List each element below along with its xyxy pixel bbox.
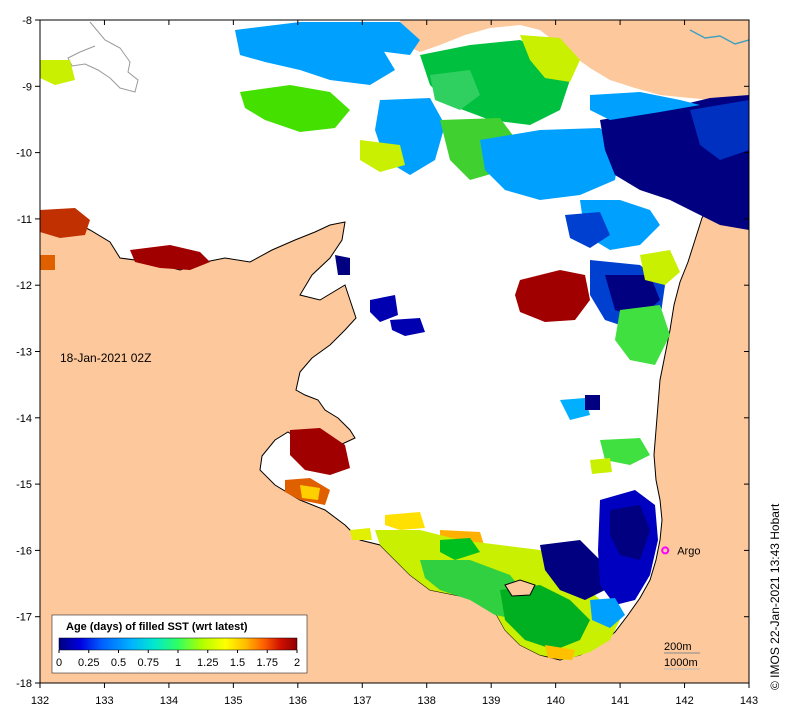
colorbar-tick-label: 0.25 bbox=[78, 657, 99, 669]
northern-territory-landmass bbox=[40, 150, 749, 683]
colorbar-tick-label: 1.75 bbox=[257, 657, 278, 669]
cape-york-landmass bbox=[400, 20, 749, 100]
x-tick-label: 143 bbox=[740, 695, 758, 707]
argo-float: Argo bbox=[661, 545, 700, 557]
y-tick-label: -9 bbox=[22, 81, 32, 93]
x-tick-label: 137 bbox=[353, 695, 371, 707]
argo-label: Argo bbox=[677, 545, 700, 557]
x-tick-label: 134 bbox=[160, 695, 178, 707]
mornington-island bbox=[504, 579, 536, 597]
colorbar-tick-label: 0 bbox=[56, 657, 62, 669]
x-tick-label: 136 bbox=[289, 695, 307, 707]
x-tick-label: 142 bbox=[675, 695, 693, 707]
contour-1000m-label: 1000m bbox=[664, 657, 698, 669]
argo-marker bbox=[661, 546, 670, 555]
coastline-nt bbox=[40, 149, 749, 661]
y-tick-label: -8 bbox=[22, 15, 32, 27]
y-tick-label: -12 bbox=[16, 280, 32, 292]
x-tick-label: 138 bbox=[418, 695, 436, 707]
colorbar bbox=[58, 637, 298, 651]
colorbar-tick-label: 2 bbox=[294, 657, 300, 669]
credit-label: © IMOS 22-Jan-2021 13:43 Hobart bbox=[768, 503, 782, 690]
colorbar-tick-label: 1.25 bbox=[197, 657, 218, 669]
colorbar-ticks: 0 0.25 0.5 0.75 1 1.25 1.5 1.75 2 bbox=[56, 650, 300, 669]
colorbar-title: Age (days) of filled SST (wrt latest) bbox=[66, 621, 248, 633]
fly-river bbox=[689, 29, 749, 45]
colorbar-tick-label: 0.75 bbox=[138, 657, 159, 669]
y-tick-label: -14 bbox=[16, 413, 32, 425]
x-tick-label: 132 bbox=[31, 695, 49, 707]
colorbar-tick-label: 1.5 bbox=[230, 657, 245, 669]
contour-legend: 200m 1000m bbox=[664, 641, 700, 670]
y-tick-label: -15 bbox=[16, 479, 32, 491]
sst-age-patches bbox=[40, 22, 749, 660]
x-tick-label: 141 bbox=[611, 695, 629, 707]
y-tick-label: -17 bbox=[16, 612, 32, 624]
x-tick-label: 135 bbox=[224, 695, 242, 707]
colorbar-tick-label: 1 bbox=[175, 657, 181, 669]
y-tick-label: -11 bbox=[17, 214, 32, 226]
x-tick-label: 133 bbox=[95, 695, 113, 707]
y-axis: -8 -9 -10 -11 -12 -13 -14 -15 -16 -17 -18 bbox=[16, 15, 749, 690]
contour-200m-label: 200m bbox=[664, 641, 692, 653]
y-tick-label: -16 bbox=[16, 545, 32, 557]
y-tick-label: -13 bbox=[16, 347, 32, 359]
y-tick-label: -18 bbox=[16, 678, 32, 690]
y-tick-label: -10 bbox=[16, 148, 32, 160]
x-axis: 132 133 134 135 136 137 138 139 140 141 142 143 bbox=[31, 20, 758, 707]
x-tick-label: 139 bbox=[482, 695, 500, 707]
date-label: 18-Jan-2021 02Z bbox=[60, 351, 151, 365]
x-tick-label: 140 bbox=[546, 695, 564, 707]
colorbar-tick-label: 0.5 bbox=[111, 657, 126, 669]
